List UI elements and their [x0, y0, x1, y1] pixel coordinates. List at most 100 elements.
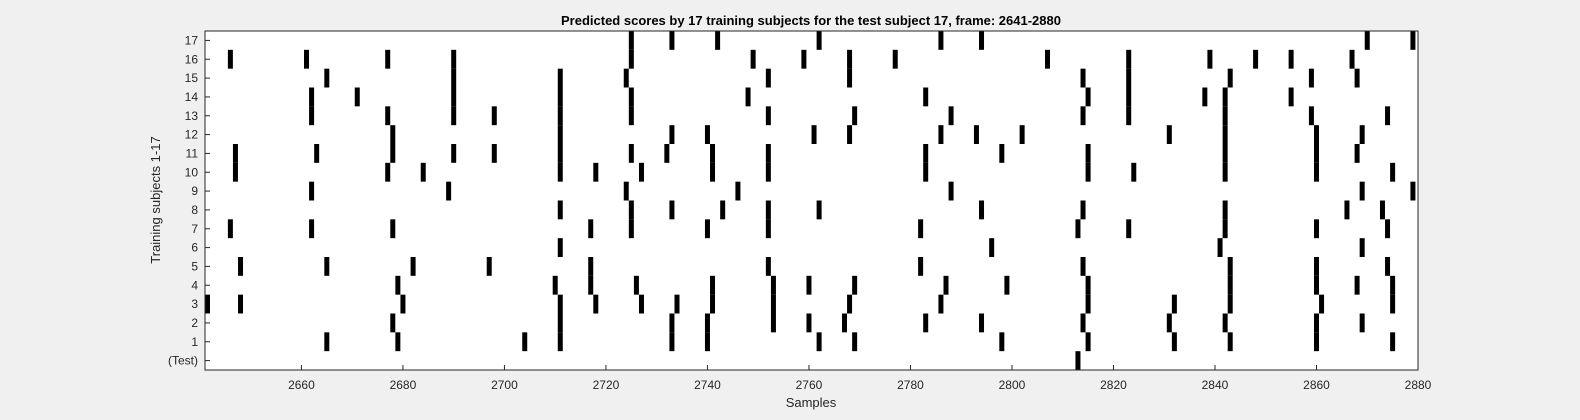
event-mark — [1126, 87, 1132, 107]
x-tick-label: 2740 — [694, 378, 721, 392]
event-mark — [410, 257, 416, 276]
event-mark — [847, 49, 853, 69]
event-mark — [669, 332, 675, 352]
y-tick-label: 3 — [191, 297, 198, 311]
y-tick-label: 12 — [185, 128, 199, 142]
event-mark — [390, 313, 396, 333]
event-mark — [304, 49, 310, 69]
event-mark — [628, 49, 634, 69]
event-mark — [557, 200, 563, 220]
event-mark — [765, 219, 771, 239]
event-mark — [923, 87, 929, 107]
event-mark — [806, 313, 812, 333]
event-mark — [669, 125, 675, 144]
event-mark — [1085, 332, 1091, 352]
event-mark — [1390, 294, 1396, 314]
event-mark — [704, 313, 710, 333]
x-tick-label: 2700 — [491, 378, 518, 392]
event-mark — [1319, 294, 1325, 314]
y-tick-label: 5 — [191, 259, 198, 273]
event-mark — [847, 294, 853, 314]
event-mark — [999, 144, 1005, 163]
event-mark — [638, 162, 644, 182]
x-tick-label: 2880 — [1405, 378, 1432, 392]
x-tick-label: 2860 — [1303, 378, 1330, 392]
event-mark — [750, 49, 756, 69]
event-mark — [1385, 106, 1391, 126]
event-mark — [1126, 49, 1132, 69]
event-mark — [1080, 313, 1086, 333]
event-mark — [710, 294, 716, 314]
event-mark — [674, 294, 680, 314]
event-mark — [324, 257, 330, 276]
event-mark — [745, 87, 751, 107]
event-mark — [1390, 275, 1396, 295]
event-mark — [1004, 275, 1010, 295]
event-mark — [309, 87, 315, 107]
event-mark — [1308, 68, 1314, 88]
event-mark — [628, 219, 634, 239]
event-mark — [1207, 49, 1213, 69]
event-mark — [735, 181, 741, 201]
y-tick-label: 4 — [191, 278, 198, 292]
event-mark — [1171, 294, 1177, 314]
event-mark — [1085, 275, 1091, 295]
event-mark — [923, 162, 929, 182]
event-mark — [892, 49, 898, 69]
event-mark — [765, 106, 771, 126]
event-mark — [232, 162, 238, 182]
event-mark — [979, 313, 985, 333]
event-mark — [943, 275, 949, 295]
event-mark — [765, 257, 771, 276]
event-mark — [1354, 144, 1360, 163]
x-tick-label: 2840 — [1202, 378, 1229, 392]
event-mark — [593, 162, 599, 182]
event-mark — [989, 238, 995, 257]
event-mark — [1227, 68, 1233, 88]
event-mark — [1227, 332, 1233, 352]
event-mark — [979, 200, 985, 220]
event-mark — [710, 162, 716, 182]
event-mark — [1126, 219, 1132, 239]
event-mark — [552, 275, 558, 295]
event-mark — [324, 332, 330, 352]
event-mark — [623, 68, 629, 88]
event-mark — [1253, 49, 1259, 69]
event-mark — [1222, 87, 1228, 107]
event-mark — [385, 49, 391, 69]
event-mark — [390, 144, 396, 163]
event-mark — [1354, 68, 1360, 88]
y-tick-label: 2 — [191, 316, 198, 330]
event-mark — [628, 144, 634, 163]
event-mark — [238, 257, 244, 276]
event-mark — [816, 31, 822, 50]
event-mark — [801, 49, 807, 69]
event-mark — [491, 106, 497, 126]
event-mark — [806, 275, 812, 295]
event-mark — [669, 31, 675, 50]
event-mark — [588, 257, 594, 276]
event-mark — [847, 125, 853, 144]
event-mark — [1313, 144, 1319, 163]
event-mark — [522, 332, 528, 352]
y-tick-label: 11 — [186, 146, 199, 160]
event-mark — [309, 181, 315, 201]
event-mark — [1171, 332, 1177, 352]
event-mark — [385, 106, 391, 126]
event-mark — [1126, 106, 1132, 126]
event-mark — [1202, 87, 1208, 107]
event-mark — [1313, 125, 1319, 144]
event-mark — [623, 181, 629, 201]
x-tick-label: 2720 — [593, 378, 620, 392]
event-mark — [1131, 162, 1137, 182]
event-mark — [593, 294, 599, 314]
event-mark — [765, 200, 771, 220]
event-mark — [1359, 313, 1365, 333]
event-mark — [451, 87, 457, 107]
event-mark — [557, 125, 563, 144]
event-mark — [1354, 275, 1360, 295]
event-mark — [309, 106, 315, 126]
event-mark — [1085, 144, 1091, 163]
